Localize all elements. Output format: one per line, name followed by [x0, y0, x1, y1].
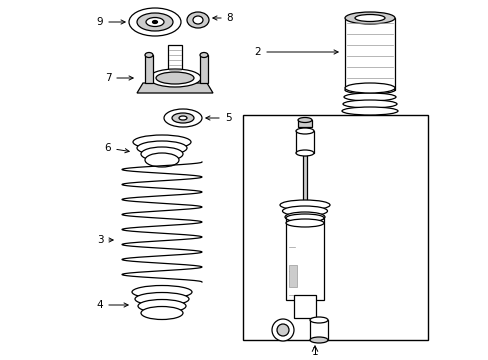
Ellipse shape — [297, 117, 311, 122]
Ellipse shape — [285, 214, 324, 222]
Ellipse shape — [295, 128, 313, 134]
Ellipse shape — [145, 53, 153, 58]
Ellipse shape — [345, 86, 394, 94]
Bar — [168, 45, 182, 83]
Text: 2: 2 — [254, 47, 337, 57]
Polygon shape — [137, 83, 213, 93]
Ellipse shape — [138, 300, 185, 312]
Ellipse shape — [152, 21, 157, 23]
Ellipse shape — [285, 219, 324, 227]
Text: 9: 9 — [97, 17, 125, 27]
Ellipse shape — [295, 150, 313, 156]
Bar — [297, 120, 311, 127]
Bar — [309, 320, 327, 340]
Ellipse shape — [309, 337, 327, 343]
Bar — [345, 18, 394, 90]
Ellipse shape — [141, 306, 183, 320]
Bar — [145, 55, 153, 83]
Ellipse shape — [341, 107, 397, 115]
Ellipse shape — [156, 72, 194, 84]
Ellipse shape — [343, 93, 395, 101]
Ellipse shape — [200, 53, 207, 58]
Ellipse shape — [345, 83, 394, 93]
Text: 4: 4 — [97, 300, 128, 310]
Ellipse shape — [141, 147, 183, 161]
Ellipse shape — [129, 8, 181, 36]
Ellipse shape — [271, 319, 293, 341]
Bar — [293, 295, 315, 318]
Text: 5: 5 — [205, 113, 231, 123]
Ellipse shape — [193, 16, 203, 24]
Ellipse shape — [354, 14, 384, 22]
Ellipse shape — [172, 113, 194, 123]
Ellipse shape — [342, 100, 396, 108]
Ellipse shape — [186, 12, 208, 28]
Ellipse shape — [276, 324, 288, 336]
Ellipse shape — [137, 141, 186, 155]
Bar — [285, 218, 324, 300]
Bar — [243, 115, 427, 340]
Ellipse shape — [285, 212, 325, 222]
Ellipse shape — [345, 12, 394, 24]
Text: 6: 6 — [104, 143, 129, 153]
Ellipse shape — [132, 285, 192, 298]
Ellipse shape — [146, 18, 163, 27]
Bar — [288, 265, 296, 287]
Ellipse shape — [163, 109, 202, 127]
Ellipse shape — [179, 116, 186, 120]
Ellipse shape — [145, 153, 179, 167]
Text: 7: 7 — [104, 73, 133, 83]
Ellipse shape — [135, 292, 189, 306]
Bar — [200, 55, 207, 83]
Ellipse shape — [133, 135, 191, 149]
Text: 3: 3 — [97, 235, 113, 245]
Ellipse shape — [280, 200, 329, 210]
Bar — [303, 155, 306, 208]
Ellipse shape — [149, 69, 201, 87]
Bar — [295, 131, 313, 153]
Text: 8: 8 — [212, 13, 233, 23]
Ellipse shape — [309, 317, 327, 323]
Text: 1: 1 — [311, 347, 318, 357]
Ellipse shape — [137, 13, 173, 31]
Ellipse shape — [282, 206, 327, 216]
